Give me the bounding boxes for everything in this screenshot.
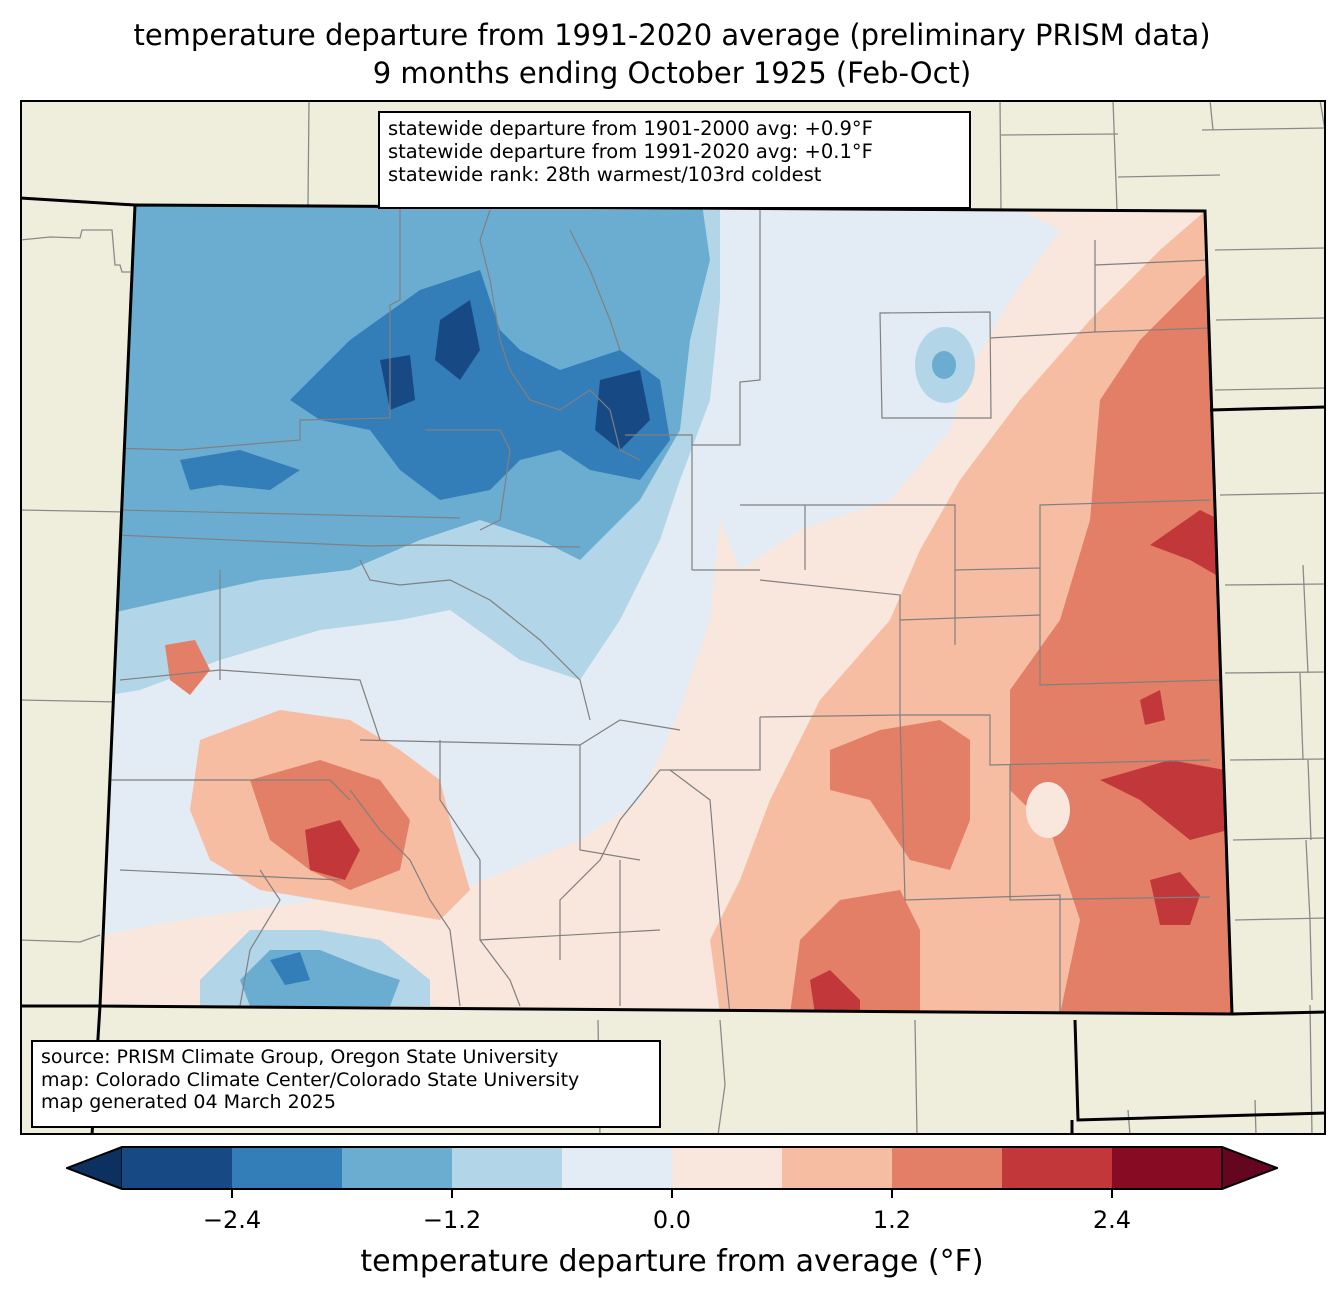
state-borders <box>20 196 1326 1135</box>
contour-band-neg3-to-neg2.4-c <box>380 355 415 410</box>
colorbar-segment <box>342 1147 453 1189</box>
colorbar-tick-mark <box>231 1190 233 1198</box>
colorbar-underflow-triangle <box>66 1146 123 1190</box>
colorbar-tick-label: −2.4 <box>202 1206 262 1234</box>
map-panel <box>20 100 1326 1135</box>
stats-departure-1901-2000: statewide departure from 1901-2000 avg: … <box>388 117 873 140</box>
colorbar-segment <box>782 1147 893 1189</box>
contour-band-neg2.4-to-neg1.8 <box>290 270 670 500</box>
colorbar <box>66 1146 1278 1190</box>
stats-departure-1991-2020: statewide departure from 1991-2020 avg: … <box>388 140 873 163</box>
generated-date-line: map generated 04 March 2025 <box>41 1091 336 1113</box>
colorbar-label: temperature departure from average (°F) <box>360 1244 984 1279</box>
temperature-contour-field <box>100 205 1232 1014</box>
contour-band-1.8-to-2.4-e4 <box>1140 690 1165 725</box>
contour-band-1.8-to-2.4-e1 <box>1150 510 1225 580</box>
contour-band-1.8-to-2.4-sw <box>305 820 360 880</box>
stats-rank: statewide rank: 28th warmest/103rd colde… <box>388 163 822 186</box>
colorbar-tick-label: 2.4 <box>1092 1206 1132 1234</box>
colorbar-tick-label: 0.0 <box>652 1206 692 1234</box>
colorbar-segment <box>232 1147 343 1189</box>
colorbar-segment <box>1002 1147 1113 1189</box>
colorbar-segment <box>122 1147 233 1189</box>
contour-band-neg3-to-neg2.4 <box>435 300 480 380</box>
colorbar-segment <box>1112 1147 1223 1189</box>
colorbar-tick-mark <box>451 1190 453 1198</box>
colorbar-tick-label: 1.2 <box>872 1206 912 1234</box>
contour-band-neg1.8-to-neg1.2-ne <box>932 351 956 379</box>
colorado-county-lines <box>109 207 1221 1014</box>
contour-band-1.8-to-2.4-e2 <box>1100 760 1228 840</box>
source-line: source: PRISM Climate Group, Oregon Stat… <box>41 1046 559 1068</box>
contour-band-neg0.6-to-0-ne <box>720 210 1060 570</box>
colorbar-tick-mark <box>891 1190 893 1198</box>
source-credits-box: source: PRISM Climate Group, Oregon Stat… <box>31 1040 661 1128</box>
contour-band-1.8-to-2.4-se <box>810 970 860 1014</box>
contour-band-neg2.4-to-neg1.8-w <box>180 450 300 490</box>
contour-band-1.2-to-1.8-w <box>165 640 210 695</box>
colorbar-segment <box>562 1147 673 1189</box>
map-title-line1: temperature departure from 1991-2020 ave… <box>133 18 1211 52</box>
colorbar-tick-mark <box>671 1190 673 1198</box>
map-frame <box>20 100 1326 1135</box>
colorbar-overflow-triangle <box>1221 1146 1278 1190</box>
colorbar-segment <box>672 1147 783 1189</box>
statewide-stats-box: statewide departure from 1901-2000 avg: … <box>378 111 971 209</box>
colorbar-tick-mark <box>1111 1190 1113 1198</box>
colorbar-tick-label: −1.2 <box>422 1206 482 1234</box>
colorbar-outline <box>66 1146 1278 1190</box>
map-title-line2: 9 months ending October 1925 (Feb-Oct) <box>372 56 972 90</box>
colorbar-segment <box>452 1147 563 1189</box>
neighbor-county-lines <box>20 100 1326 1135</box>
contour-band-1.8-to-2.4-e3 <box>1150 872 1200 925</box>
contour-band-neg3-to-neg2.4-b <box>595 370 650 450</box>
contour-band-1.2-to-1.8-c <box>830 720 970 870</box>
map-credit-line: map: Colorado Climate Center/Colorado St… <box>41 1068 580 1091</box>
contour-band-neg2.4-to-neg1.8-s <box>270 952 310 985</box>
contour-band-0-to-0.6-e <box>1026 782 1070 838</box>
colorbar-segment <box>892 1147 1003 1189</box>
